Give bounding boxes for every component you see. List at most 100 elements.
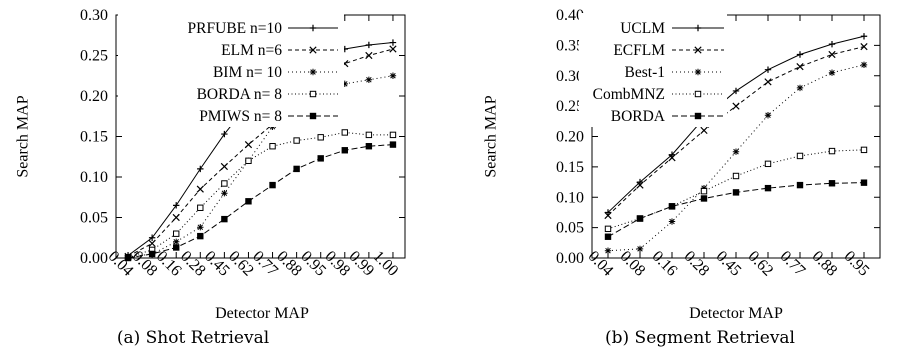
data-point [149,251,154,256]
y-tick-label: 0.10 [80,169,108,186]
data-point [797,63,803,69]
data-point [366,77,372,83]
x-tick-label: 0.08 [617,248,649,280]
x-tick-label: 0.77 [249,248,281,280]
data-point [125,255,130,260]
data-point [173,214,179,220]
legend-label: CombMNZ [593,86,665,103]
x-tick-label: 0.28 [177,248,209,280]
data-point [733,103,739,109]
y-tick-label: 0.10 [556,189,584,206]
chart-shot-retrieval: 0.000.050.100.150.200.250.300.040.080.16… [15,7,405,348]
data-point [318,135,323,140]
legend-label: PRFUBE n=10 [188,20,283,37]
data-point [637,216,642,221]
data-point [797,153,802,158]
data-point [733,148,739,154]
data-point [861,180,866,185]
data-point [246,158,251,163]
data-point [197,186,203,192]
data-point [318,156,323,161]
data-point [797,51,803,57]
data-point [765,79,771,85]
y-tick-label: 0.15 [556,159,584,176]
x-tick-label: 0.45 [201,248,233,280]
series-line [128,145,393,258]
data-point [173,239,179,245]
data-point [245,141,251,147]
data-point [222,181,227,186]
data-point [829,70,835,76]
data-point [174,245,179,250]
data-point [605,226,610,231]
y-tick-label: 0.00 [556,250,584,267]
y-tick-label: 0.05 [556,220,584,237]
series-line [128,132,393,257]
data-point [765,66,771,72]
x-axis-label: Detector MAP [689,305,783,322]
data-point [222,216,227,221]
legend-marker [695,91,700,96]
data-point [390,142,395,147]
data-point [197,166,203,172]
legend-marker [310,113,315,118]
data-point [701,127,707,133]
legend-label: ELM n=6 [221,42,282,59]
x-tick-label: 0.95 [841,248,873,280]
data-point [390,46,396,52]
y-tick-label: 0.20 [556,129,584,146]
chart-caption: (b) Segment Retrieval [605,328,795,348]
x-tick-label: 0.88 [809,248,841,280]
x-tick-label: 0.62 [745,248,777,280]
data-point [366,42,372,48]
x-tick-label: 0.77 [777,248,809,280]
data-point [605,234,610,239]
legend-label: UCLM [620,20,665,37]
data-point [861,43,867,49]
y-tick-label: 0.20 [80,88,108,105]
x-tick-label: 0.28 [681,248,713,280]
data-point [366,144,371,149]
y-tick-label: 0.00 [80,250,108,267]
data-point [765,112,771,118]
data-point [861,33,867,39]
data-point [829,181,834,186]
y-tick-label: 0.05 [80,210,108,227]
legend-label: BORDA [611,108,666,125]
x-tick-label: 0.04 [585,248,617,280]
data-point [294,138,299,143]
x-tick-label: 0.95 [297,248,329,280]
data-point [390,39,396,45]
legend-label: BIM n= 10 [213,64,282,81]
data-point [861,62,867,68]
data-point [197,224,203,230]
x-tick-label: 0.62 [225,248,257,280]
y-tick-label: 0.30 [80,7,108,24]
legend-label: Best-1 [625,64,665,81]
data-point [797,85,803,91]
data-point [733,190,738,195]
data-point [270,144,275,149]
legend-label: BORDA n= 8 [197,86,283,103]
x-axis-label: Detector MAP [215,305,309,322]
data-point [342,130,347,135]
data-point [765,161,770,166]
data-point [366,52,372,58]
data-point [701,196,706,201]
legend-label: PMIWS n= 8 [199,108,282,125]
data-point [221,190,227,196]
data-point [198,233,203,238]
x-tick-label: 0.98 [321,248,353,280]
data-point [366,132,371,137]
y-tick-label: 0.15 [80,129,108,146]
data-point [149,240,155,246]
x-tick-label: 0.45 [713,248,745,280]
data-point [701,188,706,193]
y-axis-label: Search MAP [483,95,500,177]
data-point [390,132,395,137]
data-point [733,173,738,178]
data-point [861,147,866,152]
chart-segment-retrieval: 0.00 0.05 0.10 0.15 0.20 0.25 0.30 0.35 0.40 0.04… [483,7,880,348]
data-point [797,182,802,187]
